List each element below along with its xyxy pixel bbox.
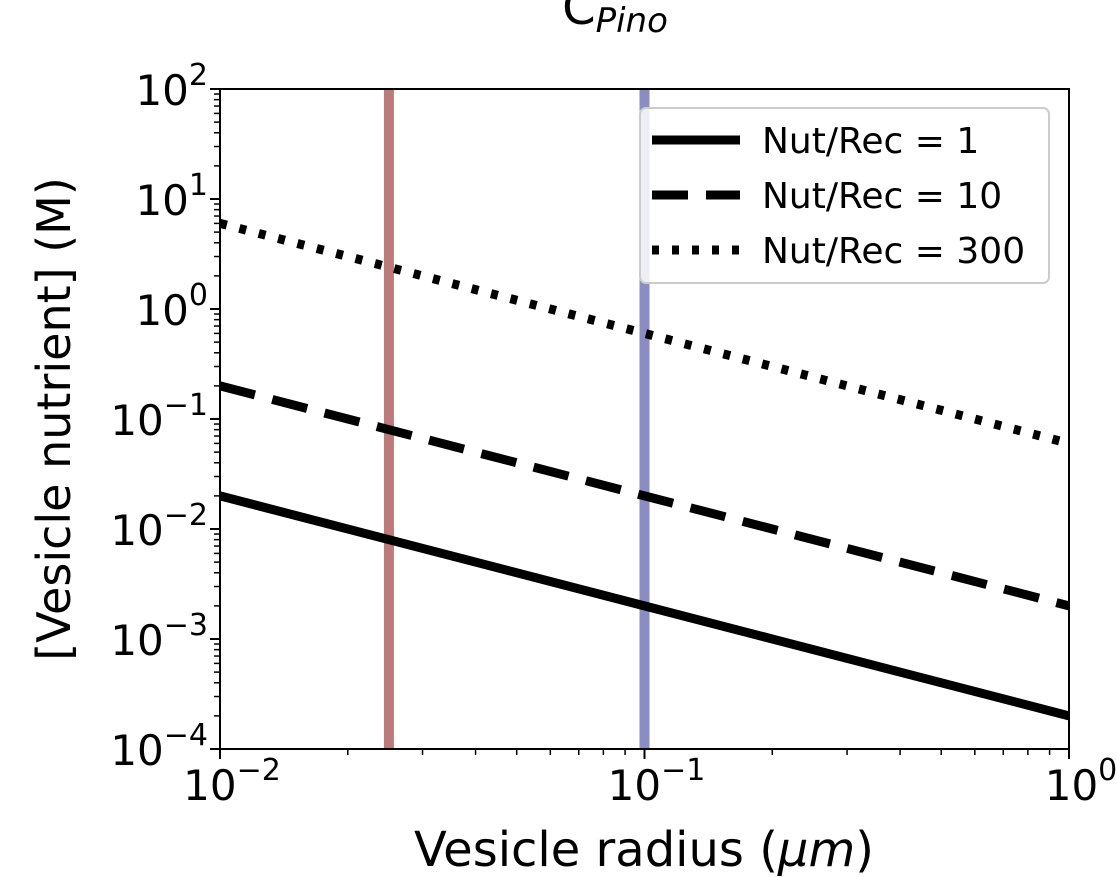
series-line-1 — [220, 491, 1069, 721]
legend-label-2: Nut/Rec = 10 — [762, 176, 1002, 217]
series-line-2 — [220, 381, 1069, 611]
series-line-3 — [220, 219, 1069, 448]
legend-box — [639, 107, 1050, 284]
y-tick-label: 102 — [135, 58, 208, 115]
y-axis-label: [Vesicle nutrient] (M) — [27, 177, 81, 661]
legend: Nut/Rec = 1 Nut/Rec = 10 Nut/Rec = 300 — [639, 107, 1050, 284]
y-tick-label: 10−2 — [110, 498, 208, 555]
x-tick-label: 100 — [1045, 753, 1117, 810]
y-tick-label: 100 — [135, 278, 208, 335]
y-tick-label: 10−4 — [110, 718, 208, 775]
chart-title: CPino — [562, 0, 668, 41]
y-tick-label: 10−1 — [110, 388, 208, 445]
x-tick-label: 10−2 — [183, 753, 281, 810]
y-tick-label: 10−3 — [110, 608, 208, 665]
x-tick-label: 10−1 — [608, 753, 706, 810]
legend-label-1: Nut/Rec = 1 — [762, 121, 979, 162]
y-tick-label: 101 — [135, 168, 208, 225]
legend-label-3: Nut/Rec = 300 — [762, 231, 1025, 272]
plot-area: 10−2 10−1 100 10−4 10−3 10−2 10−1 100 101 102 — [110, 58, 1117, 810]
x-axis-label: Vesicle radius (μm) — [414, 822, 874, 877]
